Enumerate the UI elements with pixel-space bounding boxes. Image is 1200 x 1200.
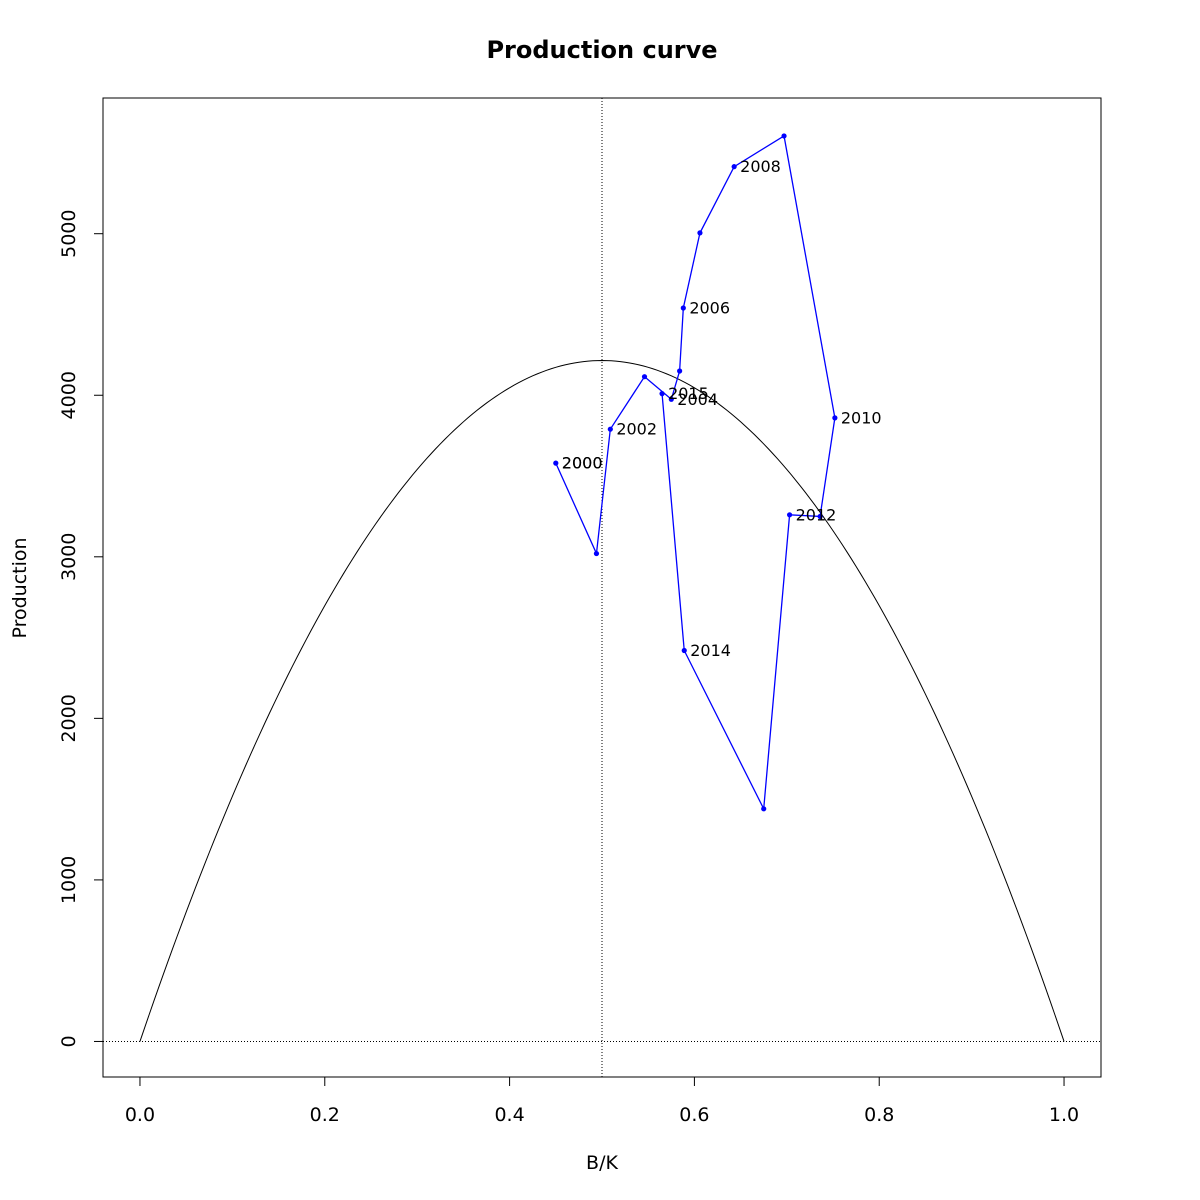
data-point	[593, 550, 600, 557]
chart-title: Production curve	[486, 36, 717, 64]
y-axis: 0 1000 2000 3000 4000 5000	[58, 210, 104, 1048]
point-label: 2000	[562, 454, 603, 473]
point-label: 2010	[841, 408, 882, 427]
point-label: 2002	[616, 420, 657, 439]
production-parabola-curve	[139, 360, 1065, 1042]
x-axis: 0.0 0.2 0.4 0.6 0.8 1.0	[125, 1076, 1079, 1126]
x-tick-label: 0.4	[494, 1104, 524, 1126]
data-point	[659, 391, 665, 397]
x-tick-label: 0.8	[864, 1104, 894, 1126]
x-tick-label: 0.6	[679, 1104, 709, 1126]
y-tick-label: 1000	[58, 856, 80, 904]
data-point	[786, 512, 793, 518]
y-tick-label: 0	[58, 1035, 80, 1047]
data-point	[832, 415, 838, 421]
y-tick-label: 2000	[58, 694, 80, 742]
point-label: 2015	[668, 384, 709, 403]
data-point	[697, 230, 703, 236]
data-point	[607, 426, 613, 432]
data-point	[677, 368, 683, 374]
y-tick-label: 5000	[58, 210, 80, 258]
y-tick-label: 3000	[58, 533, 80, 581]
data-point	[781, 133, 787, 139]
data-point	[681, 647, 687, 654]
x-tick-label: 0.0	[125, 1104, 155, 1126]
data-point	[761, 806, 767, 812]
point-label: 2004	[677, 390, 718, 409]
data-point	[641, 374, 648, 380]
point-label: 2008	[740, 157, 781, 176]
x-tick-label: 1.0	[1049, 1104, 1079, 1126]
x-tick-label: 0.2	[310, 1104, 340, 1126]
data-point	[817, 513, 823, 520]
point-label: 2014	[690, 641, 731, 660]
series-line	[555, 134, 836, 812]
y-axis-label: Production	[9, 537, 31, 638]
point-label: 2006	[689, 299, 730, 318]
data-point	[668, 396, 674, 402]
y-tick-label: 4000	[58, 371, 80, 419]
x-axis-label: B/K	[586, 1152, 618, 1174]
point-label: 2000	[562, 454, 603, 473]
data-point	[680, 305, 686, 311]
data-point	[731, 164, 737, 170]
point-label: 2012	[796, 505, 837, 524]
data-point	[553, 460, 559, 466]
